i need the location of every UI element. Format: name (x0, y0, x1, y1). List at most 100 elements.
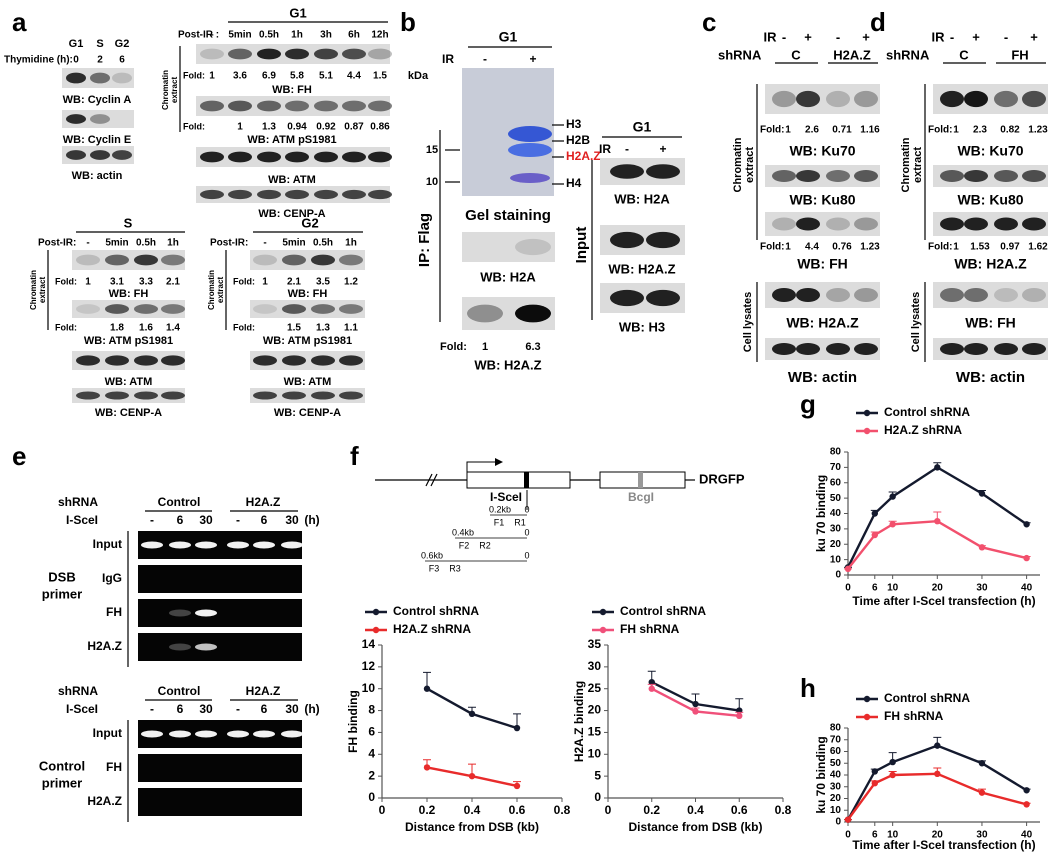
label: G1 (69, 38, 84, 50)
blot-band (826, 343, 850, 355)
y-tick-label: 10 (362, 681, 376, 695)
label: 30 (285, 702, 299, 716)
blot-band (339, 355, 363, 366)
label: WB: ATM (268, 174, 316, 186)
y-tick-label: 10 (830, 554, 842, 565)
data-point (889, 493, 896, 500)
label: WB: H2A.Z (474, 357, 541, 372)
label: - (150, 513, 154, 527)
blot (933, 165, 1048, 187)
blot-band (253, 355, 277, 366)
y-axis-label: ku 70 binding (814, 475, 828, 552)
data-point (889, 758, 896, 766)
blot-band (994, 287, 1018, 303)
blot-band (772, 287, 796, 303)
blot-band (796, 90, 820, 108)
legend-marker (863, 695, 871, 703)
blot-band (66, 150, 86, 160)
blot-band (796, 170, 820, 182)
rule (430, 473, 438, 487)
blot-band (134, 391, 158, 400)
label: Thymidine (h): (4, 55, 73, 66)
blot-band (467, 304, 503, 323)
blot-band (228, 189, 252, 200)
y-axis-label: FH binding (346, 690, 360, 753)
blot-band (314, 48, 338, 60)
blot-band (342, 100, 366, 112)
label: F2 (459, 540, 470, 550)
x-axis-label: Distance from DSB (kb) (628, 820, 762, 834)
label: C (791, 47, 801, 62)
y-tick-label: 30 (830, 524, 842, 535)
label: 6h (348, 30, 360, 41)
label: 3h (320, 30, 332, 41)
fold-value: 1 (209, 71, 215, 82)
label: WB: H2A.Z (954, 256, 1027, 272)
fold-value: 1 (785, 242, 791, 253)
label: G1 (633, 119, 652, 135)
label: + (659, 142, 666, 156)
blot-band (161, 304, 185, 314)
label: Input (93, 537, 122, 551)
blot-band (76, 391, 100, 400)
label: WB: CENP-A (258, 208, 325, 220)
y-tick-label: 0 (835, 570, 841, 581)
legend-label: H2A.Z shRNA (393, 622, 471, 636)
fold-value: 4.4 (805, 242, 819, 253)
y-tick-label: 10 (588, 746, 602, 760)
label: - (86, 238, 89, 249)
panel-letter: h (800, 673, 816, 703)
blot-band (368, 48, 392, 60)
y-tick-label: 12 (362, 659, 376, 673)
label: - (210, 30, 213, 41)
panel-letter: b (400, 7, 416, 37)
blot-band (200, 48, 224, 60)
blot-band (314, 189, 338, 200)
blot-band (112, 72, 132, 84)
label: Input (93, 726, 122, 740)
label: - (263, 238, 266, 249)
blot-band (66, 72, 86, 84)
x-tick-label: 0.8 (775, 803, 792, 817)
blot-band (826, 287, 850, 303)
label: BcgI (628, 490, 654, 504)
blot-band (134, 355, 158, 366)
rule (425, 473, 433, 487)
x-axis-label: Time after I-SceI transfection (h) (852, 594, 1035, 608)
blot-band (161, 355, 185, 366)
gel-band (253, 541, 275, 549)
label: 0.5h (259, 30, 279, 41)
fold-value: 5.8 (290, 71, 304, 82)
label: G1 (499, 29, 518, 45)
y-tick-label: 2 (368, 768, 375, 782)
fold-value: 1 (237, 122, 243, 133)
x-tick-label: 10 (887, 583, 899, 594)
label: 6 (261, 513, 268, 527)
blot-band (311, 254, 335, 266)
blot (462, 232, 555, 262)
blot-band (940, 287, 964, 303)
label: WB: actin (788, 369, 857, 386)
blot-band (610, 289, 644, 307)
label: H2A.Z (87, 639, 122, 653)
label: FH (106, 605, 122, 619)
gel-band (253, 730, 275, 738)
blot-band (285, 151, 309, 163)
blot-band (826, 90, 850, 108)
blot-band (964, 287, 988, 303)
x-tick-label: 40 (1021, 830, 1033, 841)
blot (250, 250, 365, 270)
label: Chromatin (161, 70, 170, 110)
fold-value: 1.5 (373, 71, 387, 82)
gel-band (195, 541, 217, 549)
label: C (959, 47, 969, 62)
blot-band (772, 217, 796, 231)
blot-band (646, 164, 680, 179)
label: WB: ATM (105, 376, 153, 388)
fold-value: 1.23 (1028, 125, 1048, 136)
gel-band (169, 609, 191, 617)
blot-band (339, 304, 363, 314)
y-tick-label: 0 (835, 817, 841, 828)
data-point (978, 760, 986, 767)
fold-value: 1 (85, 277, 91, 288)
